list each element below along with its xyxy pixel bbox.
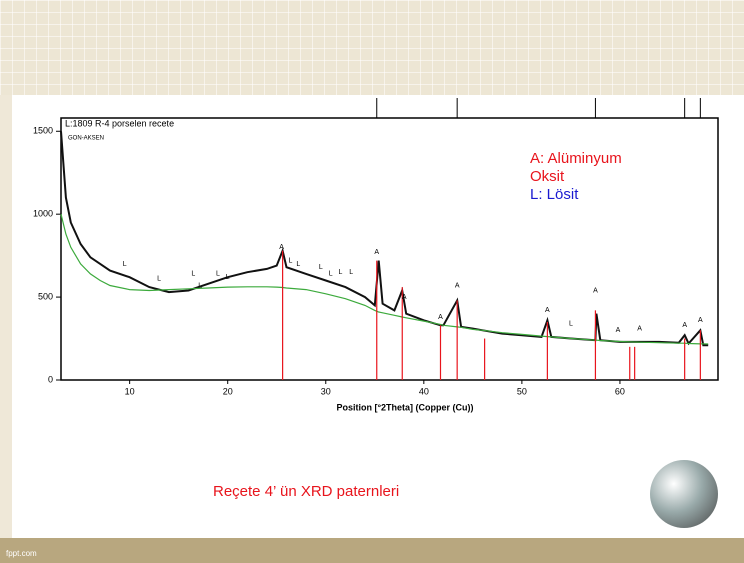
x-tick-label: 30	[321, 386, 331, 396]
slide: fppt.com Reçete 4’ ün XRD paternleri L:1…	[0, 0, 744, 563]
y-tick-label: 1000	[33, 209, 53, 219]
x-axis-label: Position [°2Theta] (Copper (Cu))	[336, 402, 473, 412]
peak-annotation: L	[329, 271, 333, 278]
peak-annotation: L	[296, 261, 300, 268]
x-tick-label: 50	[517, 386, 527, 396]
key-entry: A: Alüminyum Oksit	[530, 150, 655, 186]
peak-annotation: L	[339, 269, 343, 276]
peak-annotation: A	[682, 322, 687, 329]
peak-annotation: L	[569, 320, 573, 327]
y-tick-label: 0	[48, 374, 53, 384]
peak-annotation: L	[123, 261, 127, 268]
peak-annotation: A	[402, 294, 407, 301]
chart-subtitle: GON-AKSEN	[68, 136, 104, 142]
peak-annotation: L	[157, 276, 161, 283]
peak-annotation: L	[349, 269, 353, 276]
peak-annotation: A	[698, 317, 703, 324]
peak-annotation: L	[226, 274, 230, 281]
peak-annotation: A	[616, 327, 621, 334]
x-tick-label: 10	[125, 386, 135, 396]
peak-annotation: A	[545, 307, 550, 314]
chart-title: L:1809 R-4 porselen recete	[65, 118, 174, 128]
key-entry: L: Lösit	[530, 186, 655, 204]
y-tick-label: 1500	[33, 126, 53, 136]
x-tick-label: 40	[419, 386, 429, 396]
peak-annotation: A	[637, 325, 642, 332]
peak-annotation: A	[455, 282, 460, 289]
peak-annotation: A	[438, 314, 443, 321]
peak-annotation: L	[191, 271, 195, 278]
y-tick-label: 500	[38, 291, 53, 301]
x-tick-label: 60	[615, 386, 625, 396]
peak-annotation: L	[289, 257, 293, 264]
peak-annotation: A	[279, 244, 284, 251]
peak-annotation: A	[593, 287, 598, 294]
peak-annotation: L	[198, 282, 202, 289]
peak-annotation: L	[216, 271, 220, 278]
x-tick-label: 20	[223, 386, 233, 396]
chart: L:1809 R-4 porselen recete GON-AKSEN Pos…	[0, 0, 744, 563]
chart-bg	[50, 95, 728, 420]
peak-annotation: A	[374, 249, 379, 256]
peak-annotation: L	[319, 264, 323, 271]
